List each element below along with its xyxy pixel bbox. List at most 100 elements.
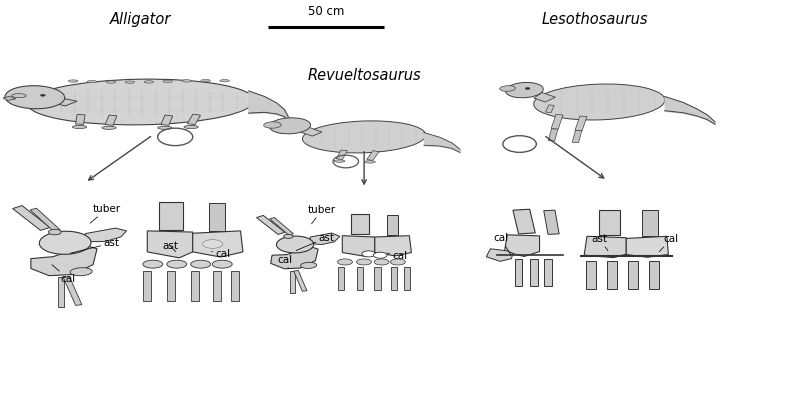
Polygon shape: [187, 114, 201, 125]
Polygon shape: [143, 270, 151, 301]
Text: ast: ast: [591, 234, 608, 251]
Polygon shape: [514, 259, 522, 286]
Polygon shape: [294, 270, 307, 291]
Polygon shape: [75, 114, 85, 124]
Text: cal: cal: [278, 255, 293, 268]
Ellipse shape: [144, 81, 154, 83]
Polygon shape: [534, 92, 555, 102]
Polygon shape: [650, 261, 659, 289]
Ellipse shape: [184, 125, 198, 128]
Polygon shape: [50, 97, 77, 106]
Polygon shape: [575, 116, 587, 131]
Ellipse shape: [390, 259, 406, 265]
Ellipse shape: [301, 262, 317, 268]
Ellipse shape: [190, 260, 210, 268]
Polygon shape: [193, 231, 243, 257]
Ellipse shape: [163, 80, 173, 82]
Ellipse shape: [182, 80, 191, 82]
Polygon shape: [290, 271, 294, 293]
Ellipse shape: [277, 236, 314, 253]
Ellipse shape: [39, 231, 91, 254]
Ellipse shape: [201, 80, 210, 82]
Polygon shape: [607, 261, 617, 289]
Polygon shape: [548, 129, 558, 141]
Polygon shape: [390, 267, 397, 290]
Polygon shape: [486, 249, 513, 261]
Text: cal: cal: [212, 249, 230, 259]
Polygon shape: [626, 236, 668, 257]
Ellipse shape: [525, 88, 530, 90]
Text: ast: ast: [162, 241, 178, 252]
Polygon shape: [270, 246, 318, 269]
Text: tuber: tuber: [308, 205, 336, 224]
Polygon shape: [642, 210, 658, 236]
Polygon shape: [628, 261, 638, 289]
Polygon shape: [366, 151, 379, 160]
Polygon shape: [270, 218, 294, 235]
Text: Alligator: Alligator: [110, 12, 171, 28]
Ellipse shape: [364, 161, 375, 163]
Ellipse shape: [70, 268, 92, 276]
Ellipse shape: [534, 84, 665, 120]
Ellipse shape: [283, 234, 293, 238]
Polygon shape: [231, 270, 239, 301]
Polygon shape: [209, 203, 225, 231]
Ellipse shape: [106, 81, 116, 83]
Text: Lesothosaurus: Lesothosaurus: [542, 12, 649, 28]
Ellipse shape: [49, 229, 61, 235]
Polygon shape: [584, 236, 626, 258]
Polygon shape: [513, 209, 535, 234]
Text: cal: cal: [493, 234, 511, 255]
Polygon shape: [58, 277, 64, 307]
Ellipse shape: [167, 260, 186, 268]
Ellipse shape: [143, 260, 163, 268]
Text: tuber: tuber: [90, 204, 121, 223]
Polygon shape: [300, 127, 322, 136]
Polygon shape: [30, 208, 60, 232]
Ellipse shape: [158, 126, 172, 129]
Polygon shape: [31, 246, 97, 276]
Polygon shape: [338, 267, 344, 290]
Polygon shape: [505, 235, 539, 256]
Polygon shape: [586, 261, 596, 289]
Ellipse shape: [264, 122, 281, 128]
Text: ast: ast: [70, 238, 119, 253]
Polygon shape: [342, 236, 375, 256]
Ellipse shape: [362, 251, 375, 257]
Polygon shape: [544, 259, 552, 286]
Text: ast: ast: [296, 233, 334, 250]
Polygon shape: [357, 267, 363, 290]
Polygon shape: [375, 236, 411, 256]
Polygon shape: [85, 228, 126, 242]
Polygon shape: [351, 214, 369, 234]
Ellipse shape: [27, 79, 254, 125]
Polygon shape: [3, 96, 16, 100]
Polygon shape: [167, 270, 175, 301]
Ellipse shape: [12, 94, 26, 98]
Ellipse shape: [87, 80, 97, 83]
Ellipse shape: [374, 252, 387, 258]
Text: cal: cal: [659, 234, 678, 252]
Polygon shape: [404, 267, 410, 290]
Polygon shape: [214, 270, 222, 301]
Polygon shape: [147, 231, 193, 258]
Ellipse shape: [102, 126, 116, 129]
Polygon shape: [599, 210, 620, 235]
Ellipse shape: [125, 81, 134, 83]
Text: cal: cal: [387, 251, 407, 261]
Polygon shape: [105, 115, 117, 126]
Ellipse shape: [374, 259, 389, 265]
Polygon shape: [63, 277, 82, 305]
Ellipse shape: [5, 86, 65, 109]
Polygon shape: [544, 210, 559, 234]
Ellipse shape: [506, 82, 543, 98]
Ellipse shape: [500, 86, 515, 91]
Polygon shape: [161, 115, 173, 126]
Polygon shape: [551, 114, 563, 129]
Polygon shape: [13, 206, 50, 230]
Ellipse shape: [212, 260, 232, 268]
Polygon shape: [257, 216, 285, 234]
Polygon shape: [572, 130, 582, 143]
Polygon shape: [530, 259, 538, 286]
Ellipse shape: [338, 259, 353, 265]
